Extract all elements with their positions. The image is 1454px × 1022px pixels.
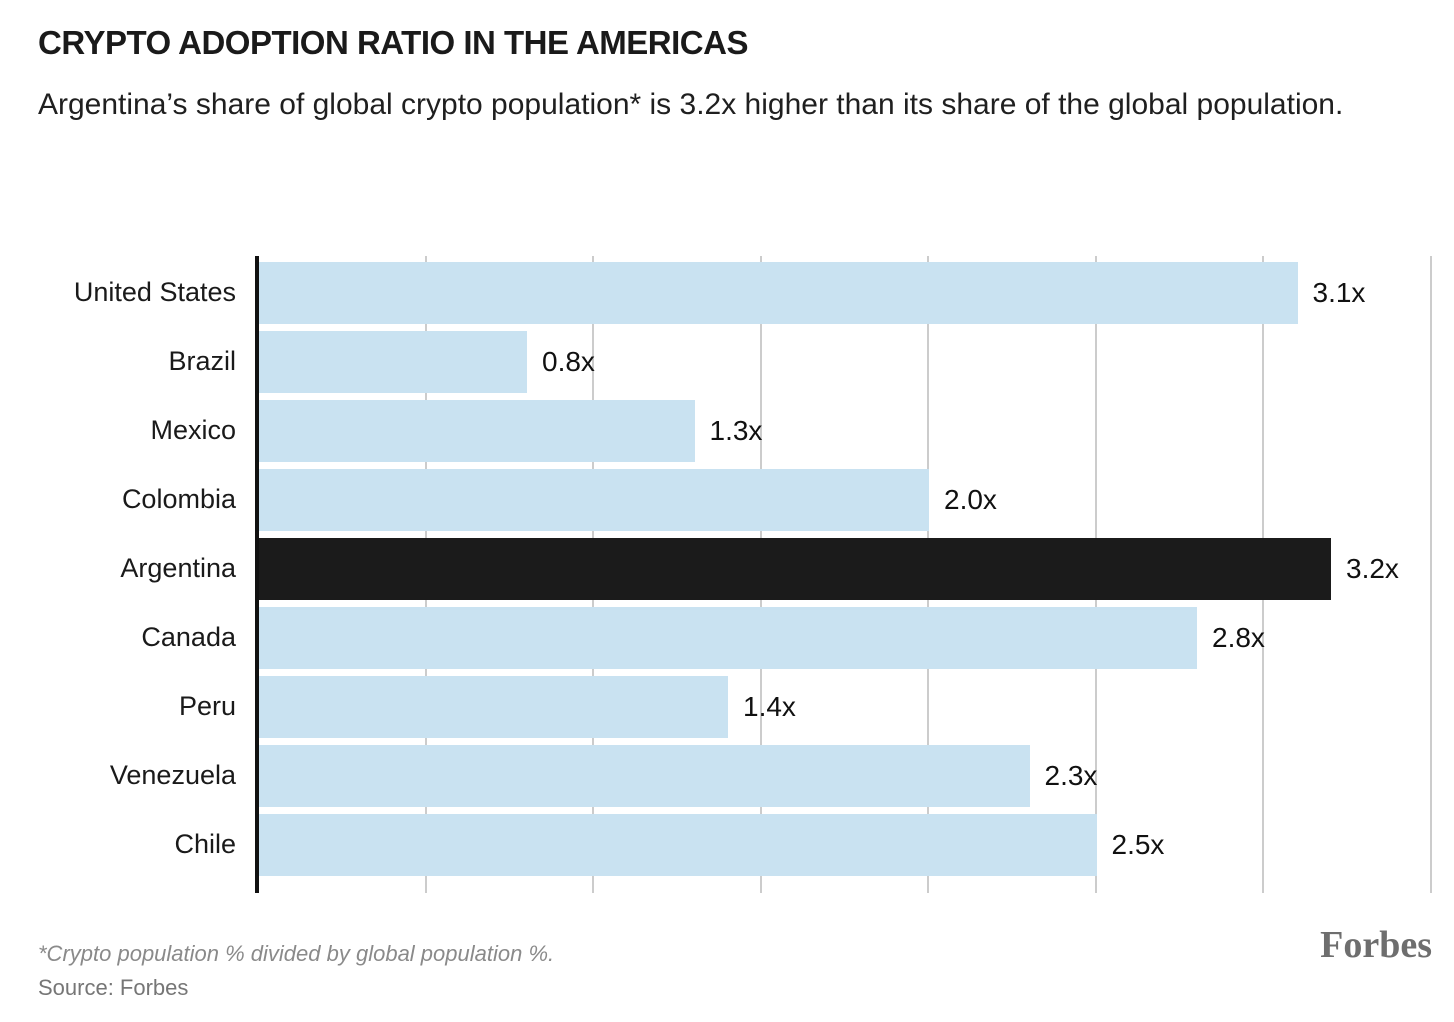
category-label: United States: [73, 277, 236, 307]
chart-subtitle: Argentina’s share of global crypto popul…: [38, 88, 1344, 121]
bar-track: 3.1x: [259, 258, 1454, 327]
chart-title: CRYPTO ADOPTION RATIO IN THE AMERICAS: [38, 24, 748, 61]
bar-row: Argentina 3.2x: [38, 534, 1454, 603]
bar: [259, 606, 1197, 669]
category-label: Peru: [178, 691, 236, 721]
bar-track: 0.8x: [259, 327, 1454, 396]
value-label: 3.2x: [1346, 552, 1399, 584]
category-label: Canada: [141, 622, 236, 652]
bar-track: 3.2x: [259, 534, 1454, 603]
bar-row: Venezuela 2.3x: [38, 741, 1454, 810]
category-label: Colombia: [121, 484, 236, 514]
bar-row: Mexico 1.3x: [38, 396, 1454, 465]
bar: [259, 813, 1097, 876]
bar-track: 2.3x: [259, 741, 1454, 810]
chart-footnote: *Crypto population % divided by global p…: [38, 941, 555, 966]
bar-row: Brazil 0.8x: [38, 327, 1454, 396]
value-label: 1.3x: [709, 414, 763, 446]
value-label: 2.3x: [1044, 759, 1098, 791]
forbes-logo: Forbes: [1320, 924, 1432, 966]
bar-track: 1.4x: [259, 672, 1454, 741]
gridline: [1429, 256, 1432, 893]
category-label: Argentina: [120, 553, 236, 583]
category-label: Chile: [174, 829, 236, 859]
value-label: 2.0x: [944, 483, 997, 515]
category-label: Mexico: [150, 415, 236, 445]
bar: [259, 261, 1298, 324]
bar-row: United States 3.1x: [38, 258, 1454, 327]
bar-track: 2.5x: [259, 810, 1454, 879]
value-label: 2.5x: [1111, 828, 1165, 860]
bar-row: Canada 2.8x: [38, 603, 1454, 672]
bar-track: 1.3x: [259, 396, 1454, 465]
value-label: 0.8x: [542, 345, 595, 377]
bar: [259, 744, 1030, 807]
bar-track: 2.0x: [259, 465, 1454, 534]
bar-track: 2.8x: [259, 603, 1454, 672]
value-label: 2.8x: [1212, 621, 1265, 653]
bar-highlighted: [259, 537, 1331, 600]
value-label: 3.1x: [1312, 276, 1366, 308]
category-label: Venezuela: [109, 760, 236, 790]
bar-row: Chile 2.5x: [38, 810, 1454, 879]
chart-source: Source: Forbes: [38, 975, 189, 1000]
bar: [259, 675, 728, 738]
y-axis-line: [255, 256, 259, 893]
bar-row: Colombia 2.0x: [38, 465, 1454, 534]
bar-chart-rows: United States 3.1x Brazil 0.8x Mexico 1.3x Col…: [38, 258, 1454, 879]
bar-row: Peru 1.4x: [38, 672, 1454, 741]
value-label: 1.4x: [743, 690, 796, 722]
category-label: Brazil: [168, 346, 236, 376]
bar: [259, 399, 695, 462]
bar: [259, 330, 527, 393]
bar: [259, 468, 929, 531]
